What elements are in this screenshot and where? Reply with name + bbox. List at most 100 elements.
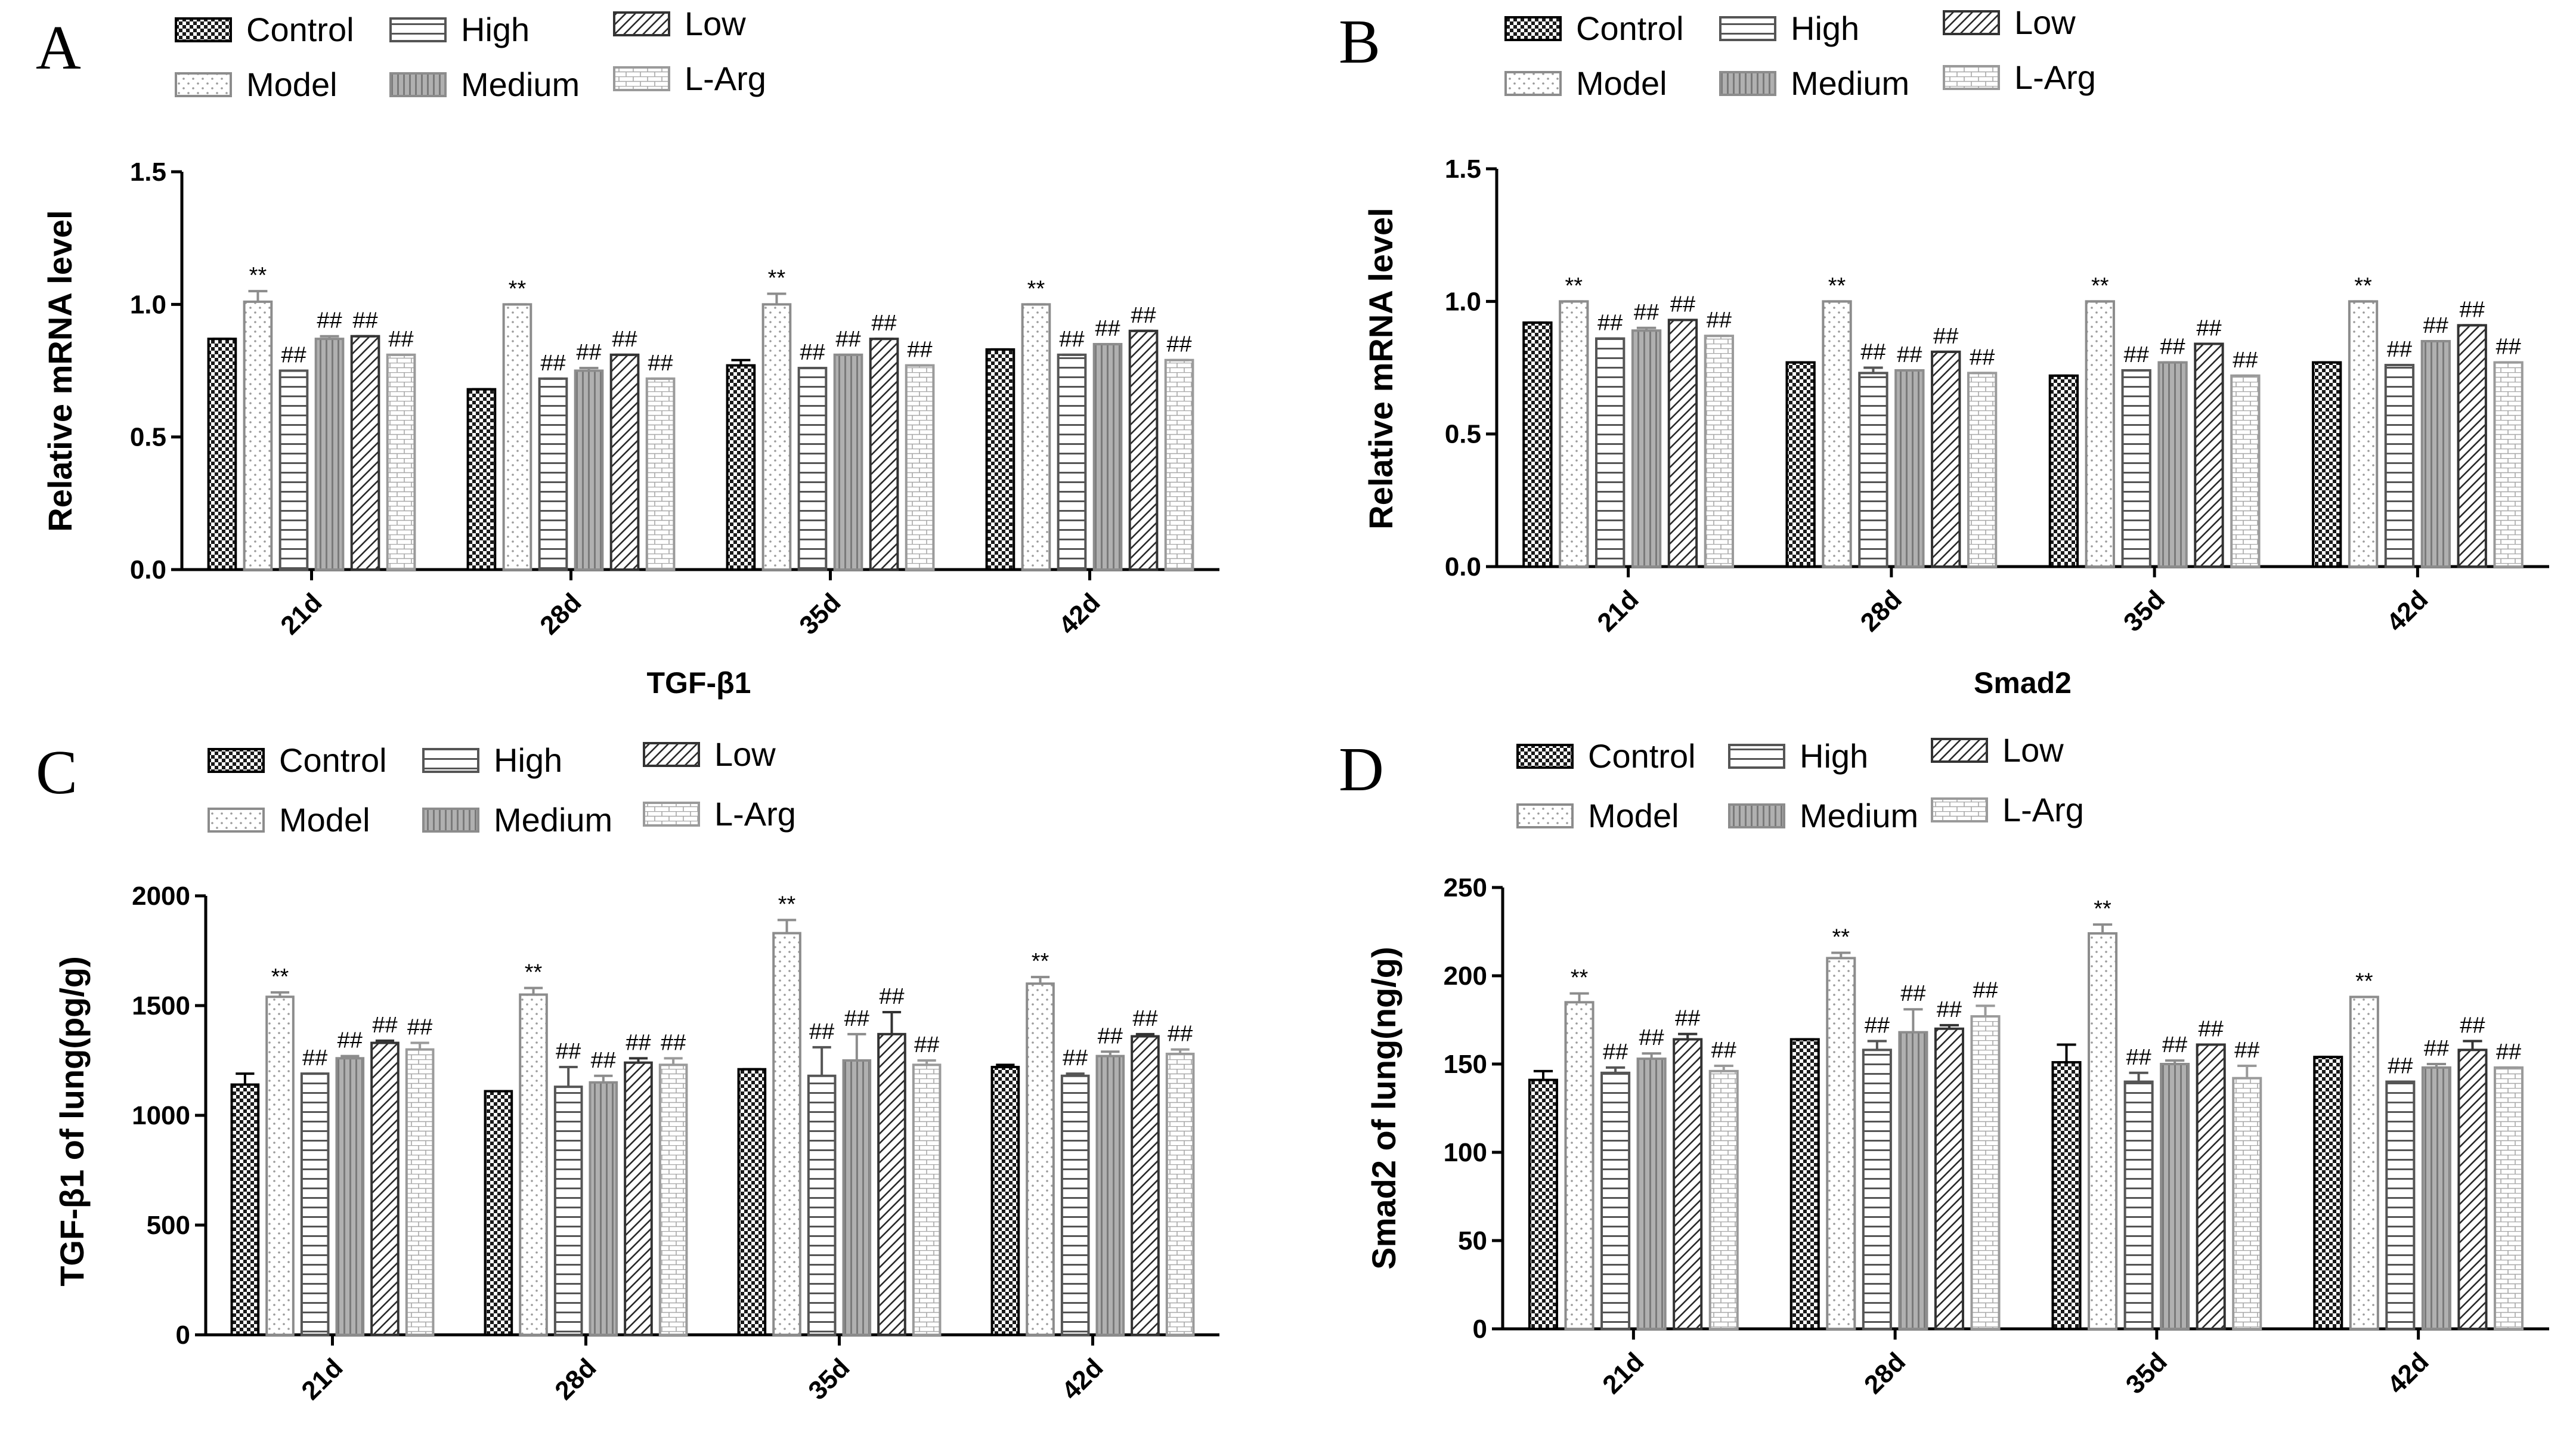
bar-low-28d [609,353,640,571]
bar-model-28d [502,303,532,571]
bar-l-arg-42d [2493,1066,2524,1331]
legend-label-control: Control [1588,737,1696,775]
legend-swatch-low [1943,10,2000,35]
bar-low-42d [2457,324,2487,568]
legend-label-model: Model [279,801,370,839]
legend-swatch-medium [1728,803,1785,828]
bar-medium-35d [842,1059,872,1336]
significance-label: ## [1937,997,1962,1022]
x-tick-label-28d: 28d [1855,585,1908,637]
significance-label: ## [1675,1006,1700,1031]
bar-model-42d [1026,982,1055,1336]
y-tick-label: 2000 [132,882,190,911]
significance-label: ** [2354,273,2372,298]
significance-label: ## [2424,1036,2449,1061]
bar-l-arg-35d [905,364,935,571]
significance-label: ## [871,311,896,336]
y-tick-label: 0 [1473,1315,1487,1344]
x-tick-label-21d: 21d [296,1353,348,1405]
bar-high-35d [797,367,828,571]
bar-model-21d [265,995,295,1336]
y-tick-label: 150 [1444,1050,1487,1079]
significance-label: ** [2355,969,2373,994]
bar-l-arg-28d [658,1063,688,1336]
legend-swatch-high [422,748,479,773]
legend-swatch-low [643,742,700,767]
bar-high-21d [1600,1071,1631,1331]
bar-control-42d [985,348,1015,571]
bar-l-arg-28d [645,377,676,571]
significance-label: ## [2460,1013,2485,1038]
significance-label: ## [338,1028,363,1053]
significance-label: ## [1711,1038,1736,1063]
bar-model-35d [772,932,801,1337]
bar-model-35d [761,303,792,571]
legend-label-low: Low [2002,731,2064,769]
significance-label: ## [1865,1013,1890,1038]
significance-label: ## [2496,1040,2521,1065]
x-tick-label-35d: 35d [794,587,846,640]
legend-label-l-arg: L-Arg [2002,791,2084,828]
significance-label: ## [388,327,413,352]
legend-label-high: High [1791,10,1859,47]
significance-label: ## [844,1006,869,1031]
panel-b: B Control Model High Medium Low L-Arg 0.0 0.5 1.0… [1339,4,2549,700]
significance-label: ## [1900,981,1925,1006]
panel-letter-a: A [36,13,81,82]
legend-label-l-arg: L-Arg [685,60,766,97]
bar-control-21d [230,1083,260,1336]
significance-label: ## [2423,313,2448,338]
y-tick-label: 1.5 [1445,154,1481,184]
bar-l-arg-35d [2232,1077,2262,1331]
panel-c: C Control Model High Medium Low L-Arg 0 500 1000 1… [36,735,1219,1406]
bar-low-42d [1128,329,1159,571]
bar-low-35d [2196,1043,2226,1330]
bar-high-21d [1595,337,1626,568]
legend-d: Control Model High Medium Low L-Arg [1516,731,2084,834]
significance-label: ## [591,1048,616,1073]
legend-label-l-arg: L-Arg [2014,58,2096,96]
bar-medium-35d [2160,1063,2190,1330]
legend-swatch-control [208,748,265,773]
significance-label: ## [1707,308,1732,333]
bar-high-28d [1858,372,1888,568]
y-tick-label: 50 [1458,1226,1487,1255]
bar-control-35d [2048,374,2079,568]
x-tick-label-28d: 28d [534,587,587,640]
bar-l-arg-21d [386,353,416,571]
significance-label: ## [281,343,306,368]
bar-model-21d [1559,300,1589,568]
bar-control-21d [1522,321,1553,568]
bar-low-35d [869,338,899,571]
x-tick-label-42d: 42d [2382,1347,2434,1399]
bar-high-42d [2385,1080,2416,1330]
y-tick-label: 100 [1444,1138,1487,1167]
bar-control-35d [737,1068,767,1336]
significance-label: ## [661,1030,686,1055]
significance-label: ## [1933,324,1958,349]
bar-high-21d [300,1072,330,1336]
significance-label: ** [2091,273,2109,298]
legend-label-high: High [461,11,530,48]
bar-l-arg-35d [912,1063,942,1336]
bar-control-28d [1789,1038,1820,1331]
legend-label-low: Low [2014,4,2076,41]
bar-model-28d [1822,300,1852,568]
y-tick-label: 0.5 [130,423,166,452]
legend-swatch-l-arg [643,802,700,827]
significance-label: ## [1860,340,1885,365]
significance-label: ## [2126,1045,2151,1070]
bar-medium-21d [314,338,345,571]
significance-label: ## [1168,1022,1193,1047]
bar-control-42d [2311,361,2342,568]
significance-label: ## [1603,1040,1628,1065]
legend-swatch-high [1719,16,1776,41]
legend-swatch-high [1728,744,1785,769]
significance-label: ## [2199,1016,2224,1041]
bar-high-35d [2121,369,2151,568]
significance-label: ## [1132,1006,1157,1031]
bar-high-21d [278,369,309,571]
bar-low-21d [1673,1038,1703,1331]
legend-swatch-high [389,17,447,42]
